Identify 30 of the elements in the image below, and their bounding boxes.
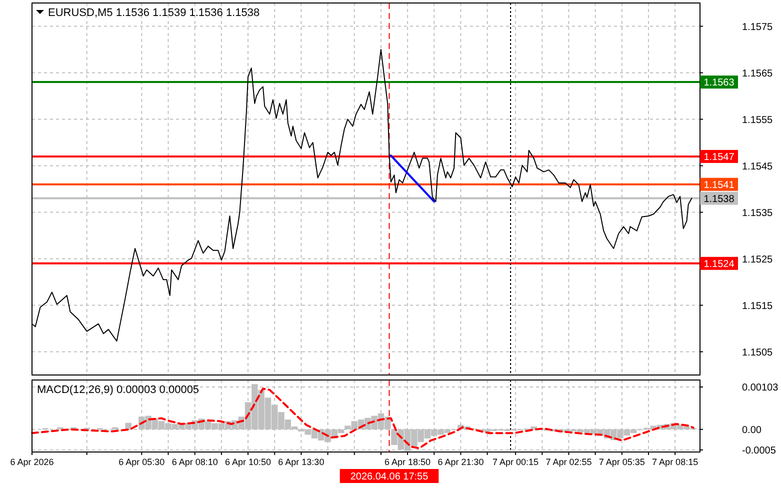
x-tick-label: 6 Apr 08:10 [172, 457, 218, 467]
y-tick-label: 1.1555 [742, 114, 774, 126]
x-tick-label: 6 Apr 18:50 [384, 457, 431, 467]
y-tick-label: 0.00 [742, 424, 762, 436]
ref-line-label: 1.1547 [704, 152, 735, 163]
y-tick-label: -0.0005 [742, 445, 776, 456]
x-tick-label: 6 Apr 2026 [10, 457, 54, 467]
chart-title: MACD(12,26,9) 0.00003 0.00005 [37, 384, 200, 396]
x-tick-label: 7 Apr 02:55 [546, 457, 592, 467]
y-tick-label: 1.1525 [742, 254, 774, 266]
y-tick-label: 1.1505 [742, 347, 774, 358]
x-tick-label: 6 Apr 13:30 [278, 457, 324, 467]
ref-line-label: 1.1538 [704, 194, 735, 205]
ref-line-label: 1.1563 [704, 78, 735, 89]
x-tick-label: 7 Apr 00:15 [492, 457, 539, 467]
x-tick-label: 6 Apr 21:30 [438, 457, 484, 467]
y-tick-label: 1.1545 [742, 161, 774, 172]
ref-line-label: 1.1541 [704, 180, 735, 191]
x-tick-label: 6 Apr 10:50 [224, 457, 272, 467]
ref-line-label: 1.1524 [704, 258, 735, 270]
y-tick-label: 1.1535 [742, 208, 774, 219]
x-tick-label: 7 Apr 05:35 [598, 457, 645, 467]
x-tick-label: 7 Apr 08:15 [652, 457, 698, 467]
y-tick-label: 0.00103 [742, 382, 779, 394]
ref-line-label: 2026.04.06 17:55 [350, 472, 429, 482]
chart-title: EURUSD,M5 1.1536 1.1539 1.1536 1.1538 [48, 7, 260, 19]
y-tick-label: 1.1565 [742, 68, 774, 80]
y-tick-label: 1.1515 [742, 300, 774, 312]
y-tick-label: 1.1575 [742, 22, 774, 33]
x-tick-label: 6 Apr 05:30 [118, 457, 165, 467]
